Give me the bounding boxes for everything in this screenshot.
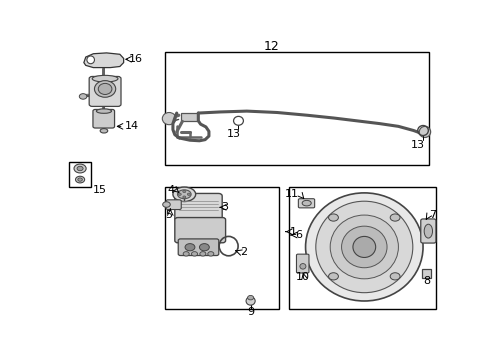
Ellipse shape — [305, 193, 422, 301]
Ellipse shape — [352, 237, 375, 257]
Ellipse shape — [92, 75, 118, 82]
Ellipse shape — [177, 190, 191, 199]
Ellipse shape — [183, 196, 185, 198]
Ellipse shape — [162, 112, 176, 125]
Bar — [421, 269, 430, 278]
Text: 12: 12 — [263, 40, 279, 53]
Bar — [165, 187, 279, 309]
Text: 3: 3 — [221, 202, 227, 212]
Ellipse shape — [184, 244, 195, 251]
Ellipse shape — [183, 190, 185, 193]
Ellipse shape — [299, 264, 305, 269]
FancyBboxPatch shape — [175, 217, 225, 243]
Ellipse shape — [77, 166, 83, 171]
Ellipse shape — [341, 226, 386, 268]
Text: 14: 14 — [124, 121, 139, 131]
Ellipse shape — [245, 297, 255, 305]
Text: 2: 2 — [240, 247, 246, 257]
Ellipse shape — [178, 193, 181, 195]
Ellipse shape — [315, 201, 412, 293]
FancyBboxPatch shape — [93, 109, 114, 128]
Ellipse shape — [183, 252, 189, 256]
Ellipse shape — [78, 178, 82, 181]
Polygon shape — [84, 53, 123, 68]
Ellipse shape — [418, 126, 430, 138]
Text: 6: 6 — [294, 230, 301, 240]
Ellipse shape — [200, 252, 205, 256]
Bar — [68, 162, 91, 187]
Bar — [180, 113, 197, 121]
Text: 5: 5 — [164, 210, 171, 220]
Text: 8: 8 — [422, 276, 429, 286]
Ellipse shape — [100, 129, 107, 133]
Ellipse shape — [329, 215, 398, 279]
Ellipse shape — [173, 187, 195, 202]
FancyBboxPatch shape — [175, 193, 222, 221]
FancyBboxPatch shape — [296, 254, 308, 273]
Ellipse shape — [94, 81, 116, 97]
Text: 13: 13 — [226, 129, 240, 139]
FancyBboxPatch shape — [420, 219, 435, 243]
Text: 11: 11 — [285, 189, 299, 199]
Text: 1: 1 — [289, 227, 296, 237]
Ellipse shape — [389, 214, 399, 221]
Bar — [165, 51, 428, 165]
Bar — [288, 187, 435, 309]
Ellipse shape — [207, 252, 213, 256]
Ellipse shape — [87, 56, 94, 64]
Ellipse shape — [74, 164, 86, 173]
Ellipse shape — [98, 84, 112, 94]
Ellipse shape — [328, 273, 338, 280]
Ellipse shape — [75, 176, 84, 183]
Ellipse shape — [302, 201, 311, 206]
Ellipse shape — [423, 224, 432, 238]
Text: 10: 10 — [295, 273, 309, 283]
FancyBboxPatch shape — [89, 76, 121, 107]
Ellipse shape — [328, 214, 338, 221]
Text: 9: 9 — [246, 306, 254, 316]
Text: 15: 15 — [92, 185, 106, 195]
FancyBboxPatch shape — [178, 239, 218, 256]
Text: 16: 16 — [128, 54, 142, 64]
Ellipse shape — [389, 273, 399, 280]
Ellipse shape — [191, 252, 197, 256]
FancyBboxPatch shape — [166, 200, 181, 210]
Ellipse shape — [187, 193, 190, 195]
Text: 4: 4 — [167, 185, 175, 194]
Ellipse shape — [247, 296, 253, 300]
Ellipse shape — [96, 109, 111, 113]
FancyBboxPatch shape — [298, 199, 314, 208]
Text: 7: 7 — [428, 210, 435, 220]
Ellipse shape — [79, 94, 87, 99]
Ellipse shape — [163, 202, 170, 207]
Text: 13: 13 — [409, 140, 424, 150]
Ellipse shape — [199, 244, 209, 251]
